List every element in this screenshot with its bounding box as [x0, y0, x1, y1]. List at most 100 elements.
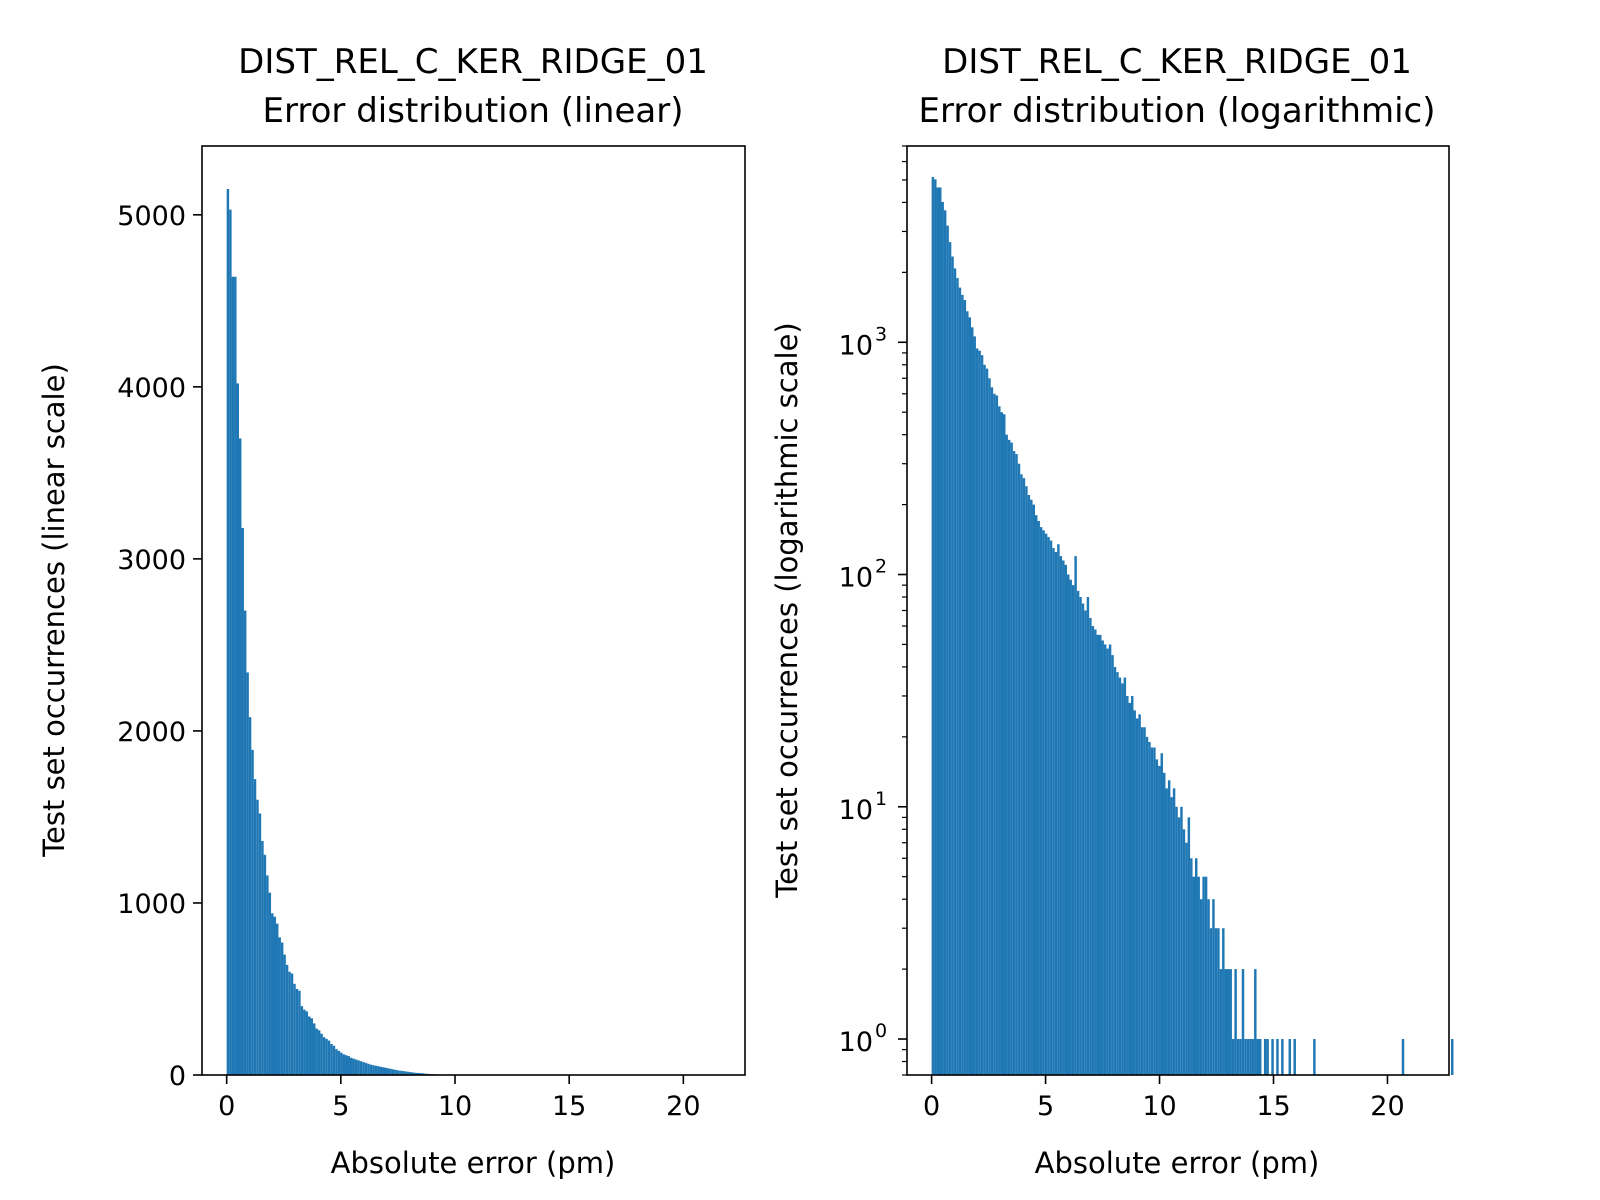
- left-x-ticks: 0 5 10 15 20: [218, 1075, 701, 1122]
- histogram-bar: [943, 210, 947, 1075]
- left-x-axis-label: Absolute error (pm): [331, 1146, 616, 1180]
- left-chart-title: DIST_REL_C_KER_RIDGE_01: [238, 42, 708, 82]
- histogram-bar: [1276, 1039, 1279, 1075]
- y-tick-label: 10: [839, 330, 873, 361]
- histogram-bar: [1108, 644, 1112, 1075]
- histogram-bar: [322, 1037, 326, 1075]
- x-tick-label: 20: [1370, 1091, 1404, 1122]
- histogram-bar: [285, 964, 289, 1075]
- histogram-bar: [337, 1050, 341, 1075]
- histogram-bar: [1224, 969, 1227, 1075]
- histogram-bar: [404, 1071, 407, 1075]
- histogram-bar: [1263, 1039, 1267, 1075]
- histogram-bar: [956, 278, 959, 1075]
- histogram-bar: [980, 355, 984, 1075]
- histogram-bar: [1135, 718, 1139, 1075]
- histogram-bar: [409, 1072, 412, 1075]
- histogram-bar: [391, 1069, 395, 1075]
- histogram-bar: [968, 317, 971, 1075]
- histogram-bar: [1214, 928, 1218, 1075]
- histogram-bar: [973, 336, 976, 1075]
- histogram-bar: [399, 1070, 402, 1075]
- histogram-bar: [305, 1011, 309, 1075]
- histogram-bar: [1172, 788, 1176, 1075]
- histogram-bar: [1025, 486, 1028, 1076]
- histogram-bar: [1032, 504, 1035, 1075]
- histogram-bar: [1227, 969, 1230, 1075]
- histogram-bar: [283, 954, 286, 1075]
- histogram-bar: [941, 201, 944, 1075]
- y-tick-label: 2000: [117, 717, 186, 748]
- histogram-bar: [1079, 597, 1082, 1075]
- histogram-bar: [1229, 969, 1232, 1075]
- histogram-bar: [1123, 677, 1127, 1075]
- histogram-bar: [1256, 1039, 1259, 1075]
- histogram-bar: [1084, 610, 1087, 1075]
- histogram-bar: [303, 1009, 306, 1075]
- histogram-bar: [1153, 747, 1156, 1075]
- histogram-bar: [1035, 515, 1038, 1075]
- histogram-bar: [1071, 585, 1075, 1075]
- right-x-axis-label: Absolute error (pm): [1035, 1146, 1320, 1180]
- histogram-bar: [226, 189, 230, 1075]
- histogram-bar: [1121, 683, 1124, 1075]
- y-tick-label: 3000: [117, 545, 186, 576]
- histogram-bar: [1074, 556, 1077, 1075]
- histogram-bar: [993, 393, 996, 1075]
- histogram-bar: [1182, 829, 1186, 1075]
- histogram-bar: [1140, 727, 1144, 1075]
- histogram-bar: [1209, 928, 1213, 1075]
- histogram-bar: [349, 1057, 353, 1075]
- histogram-bar: [985, 368, 989, 1075]
- histogram-bar: [1126, 695, 1129, 1075]
- histogram-bar: [1451, 1039, 1454, 1075]
- histogram-bar: [364, 1062, 368, 1075]
- histogram-bar: [345, 1055, 348, 1075]
- histogram-bar: [1217, 928, 1220, 1075]
- histogram-bar: [1039, 527, 1043, 1075]
- histogram-bar: [1401, 1039, 1405, 1075]
- histogram-bar: [325, 1038, 328, 1075]
- histogram-bar: [1254, 969, 1257, 1075]
- histogram-bar: [1160, 753, 1163, 1075]
- histogram-bar: [315, 1028, 318, 1075]
- histogram-bar: [1155, 759, 1159, 1075]
- histogram-bar: [278, 937, 281, 1075]
- y-tick-exponent: 2: [875, 556, 887, 578]
- histogram-bar: [234, 276, 237, 1075]
- x-tick-label: 10: [438, 1091, 472, 1122]
- histogram-bar: [1271, 1039, 1274, 1075]
- histogram-bar: [280, 942, 284, 1075]
- histogram-bar: [1131, 695, 1134, 1075]
- histogram-bar: [1059, 556, 1063, 1075]
- x-tick-label: 0: [218, 1091, 235, 1122]
- y-tick-label: 10: [839, 795, 873, 826]
- histogram-bar: [988, 378, 991, 1075]
- histogram-bar: [958, 287, 962, 1075]
- right-y-axis-label: Test set occurrences (logarithmic scale): [770, 322, 804, 898]
- histogram-bar: [352, 1058, 355, 1075]
- histogram-bar: [1234, 969, 1237, 1075]
- histogram-bar: [359, 1061, 363, 1075]
- histogram-bar: [268, 892, 272, 1075]
- histogram-bar: [1094, 629, 1097, 1075]
- y-tick-label: 10: [839, 563, 873, 594]
- histogram-bar: [1207, 899, 1210, 1075]
- histogram-bar: [1204, 876, 1208, 1075]
- left-bars: [226, 189, 474, 1076]
- histogram-bar: [332, 1045, 336, 1075]
- histogram-bar: [978, 350, 981, 1075]
- histogram-bar: [990, 387, 994, 1075]
- histogram-bar: [1180, 806, 1183, 1075]
- histogram-bar: [379, 1066, 383, 1075]
- histogram-bar: [934, 179, 937, 1075]
- histogram-bar: [1096, 634, 1099, 1075]
- histogram-bar: [1020, 474, 1023, 1076]
- x-tick-label: 5: [1037, 1091, 1054, 1122]
- histogram-bar: [251, 749, 254, 1075]
- histogram-bar: [342, 1054, 346, 1075]
- histogram-bar: [1165, 788, 1168, 1075]
- histogram-bar: [939, 187, 942, 1076]
- y-tick-label: 1000: [117, 889, 186, 920]
- histogram-bar: [290, 973, 294, 1075]
